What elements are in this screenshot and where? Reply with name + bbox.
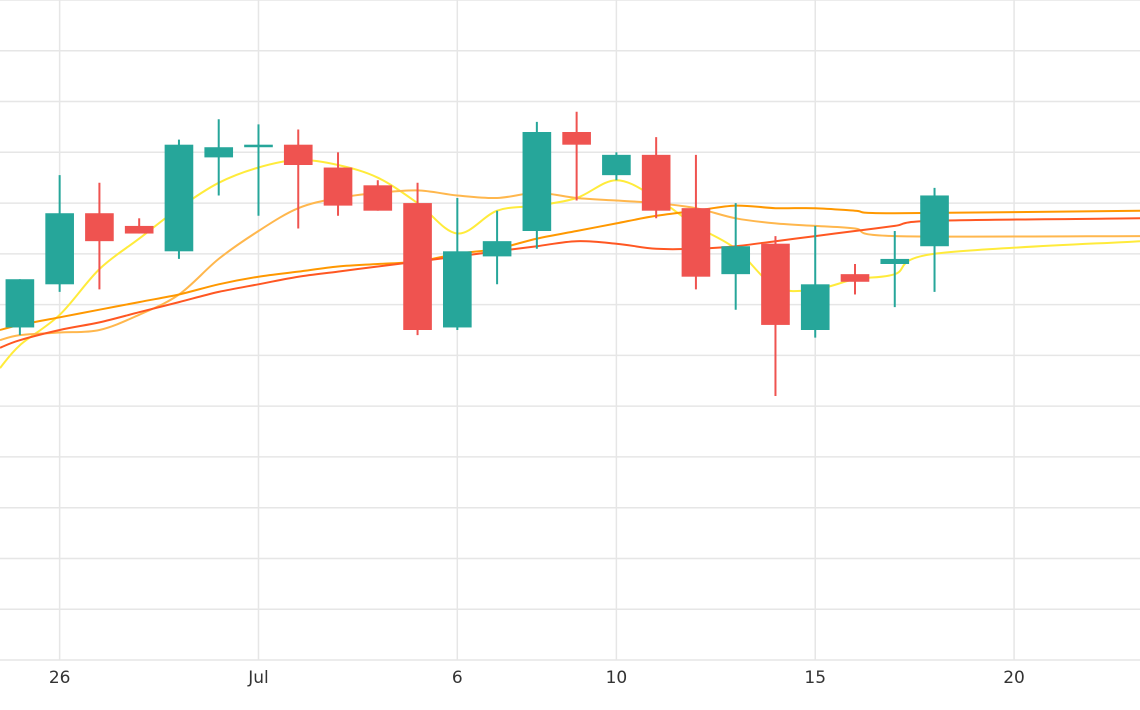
candle-body	[522, 132, 552, 231]
candle-up[interactable]	[880, 231, 910, 308]
candle-body	[681, 208, 711, 277]
x-tick-label: 20	[1003, 668, 1025, 688]
candle-up[interactable]	[721, 203, 751, 310]
candle-body	[641, 154, 671, 211]
candle-body	[45, 213, 74, 285]
candle-down[interactable]	[641, 137, 671, 219]
candle-body	[85, 213, 114, 242]
candle-down[interactable]	[562, 111, 591, 201]
candle-down[interactable]	[283, 129, 313, 229]
candle-up[interactable]	[602, 152, 631, 181]
candle-up[interactable]	[5, 279, 35, 336]
x-tick-label: Jul	[247, 668, 269, 688]
candle-body	[164, 144, 194, 252]
candle-down[interactable]	[85, 182, 114, 290]
moving-average-line	[0, 204, 1140, 331]
candle-body	[5, 279, 35, 328]
candle-up[interactable]	[204, 119, 234, 196]
candle-down[interactable]	[681, 154, 711, 290]
x-tick-label: 6	[452, 668, 463, 688]
candle-body	[244, 144, 273, 148]
candle-body	[482, 241, 512, 257]
candle-up[interactable]	[800, 225, 830, 338]
candle-body	[363, 185, 393, 211]
candle-up[interactable]	[45, 175, 74, 292]
candle-down[interactable]	[840, 264, 870, 295]
candle-down[interactable]	[761, 236, 790, 396]
candle-body	[880, 258, 910, 264]
candle-down[interactable]	[124, 218, 154, 234]
candle-body	[920, 195, 949, 247]
candle-body	[721, 246, 751, 275]
x-axis-tick-labels: 26 Jul 6 10 15 20	[49, 668, 1025, 688]
candle-body	[124, 225, 154, 234]
candle-body	[602, 154, 631, 176]
vertical-gridlines	[58, 0, 1015, 660]
candle-up[interactable]	[164, 139, 194, 259]
moving-average-line	[0, 189, 1140, 342]
candle-body	[761, 243, 790, 325]
candle-up[interactable]	[920, 187, 949, 292]
candles	[5, 111, 949, 396]
candle-up[interactable]	[244, 124, 273, 216]
candle-body	[443, 251, 472, 328]
x-tick-label: 10	[606, 668, 628, 688]
candle-body	[562, 132, 591, 145]
x-tick-label: 15	[804, 668, 826, 688]
candle-down[interactable]	[323, 152, 353, 216]
candle-body	[204, 147, 234, 158]
candle-up[interactable]	[443, 198, 472, 330]
candle-body	[840, 274, 870, 282]
candle-down[interactable]	[403, 182, 432, 336]
candle-body	[403, 203, 432, 330]
candle-body	[800, 284, 830, 330]
x-tick-label: 26	[49, 668, 71, 688]
horizontal-gridlines	[0, 0, 1140, 661]
candle-down[interactable]	[363, 180, 393, 211]
candle-body	[283, 144, 313, 165]
candle-up[interactable]	[522, 121, 552, 249]
candle-up[interactable]	[482, 210, 512, 285]
candle-body	[323, 167, 353, 206]
